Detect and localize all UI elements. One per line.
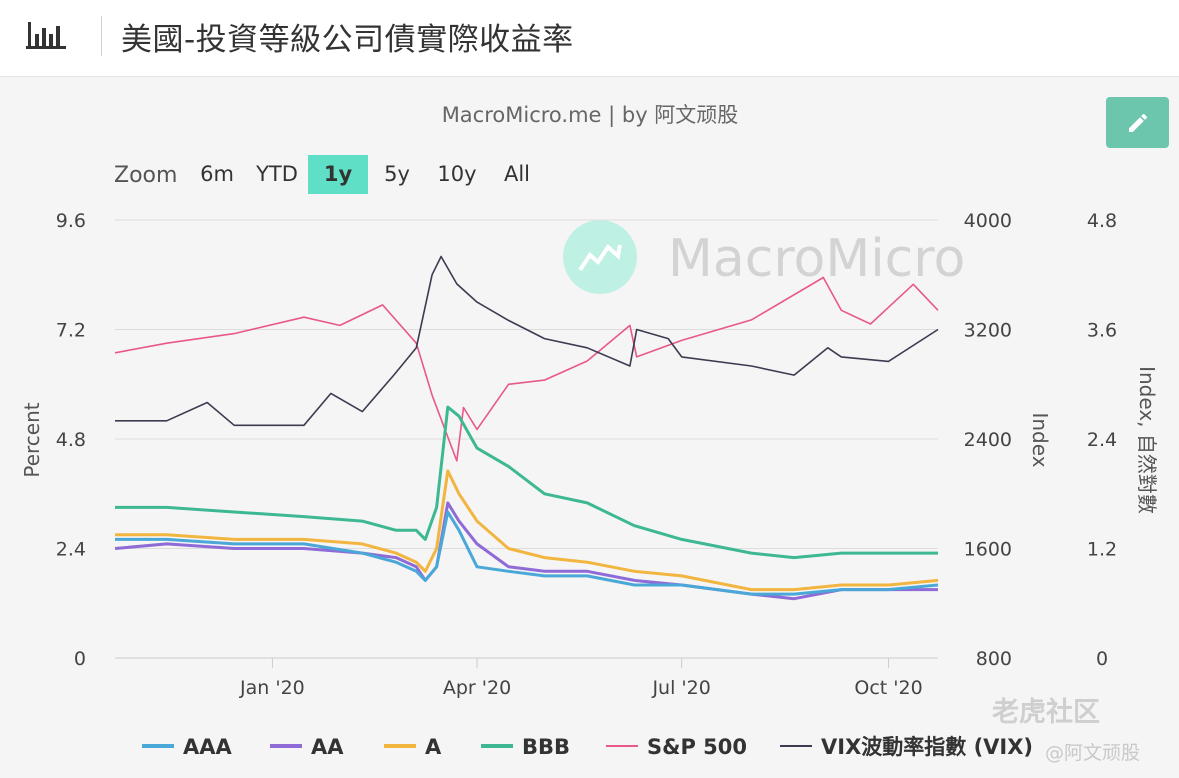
zoom-button-6m[interactable]: 6m (200, 162, 234, 186)
vix-tick-label: 1.2 (1087, 539, 1117, 561)
left-axis-label: Percent (20, 402, 44, 477)
zoom-button-10y[interactable]: 10y (437, 162, 476, 186)
page-header: 美國-投資等級公司債實際收益率 (0, 0, 1179, 77)
header-divider (101, 16, 102, 56)
legend-item-sp500[interactable]: S&P 500 (606, 735, 747, 759)
x-tick-label: Oct '20 (854, 677, 922, 699)
legend-item-aa[interactable]: AA (270, 735, 344, 759)
x-axis-ticks: Jan '20 Apr '20 Jul '20 Oct '20 (239, 658, 923, 699)
index-tick-label: 800 (976, 648, 1012, 670)
edit-button[interactable] (1106, 97, 1169, 148)
author-watermark: @阿文顽股 (1045, 742, 1141, 764)
vix-axis-label: Index, 自然對數 (1135, 366, 1159, 514)
left-tick-label: 9.6 (56, 210, 86, 232)
x-tick-label: Apr '20 (443, 677, 511, 699)
index-tick-label: 3200 (964, 320, 1012, 342)
pencil-icon (1129, 113, 1148, 132)
legend-label: AA (311, 735, 344, 759)
chart-legend: AAA AA A BBB S&P 500 VIX波動率指數 (VIX) (142, 735, 1033, 759)
left-tick-label: 2.4 (56, 539, 86, 561)
legend-label: S&P 500 (647, 735, 747, 759)
chart-series (114, 255, 939, 601)
zoom-button-ytd[interactable]: YTD (255, 162, 298, 186)
zoom-button-1y[interactable]: 1y (324, 162, 353, 186)
vix-axis-ticks: 0 1.2 2.4 3.6 4.8 (1087, 210, 1117, 670)
legend-item-vix[interactable]: VIX波動率指數 (VIX) (780, 735, 1033, 759)
zoom-active-highlight (308, 155, 368, 194)
legend-item-bbb[interactable]: BBB (481, 735, 570, 759)
legend-label: A (425, 735, 442, 759)
watermark-text: MacroMicro (668, 229, 965, 289)
legend-label: BBB (522, 735, 570, 759)
vix-tick-label: 4.8 (1087, 210, 1117, 232)
left-axis-ticks: 0 2.4 4.8 7.2 9.6 (56, 210, 86, 670)
index-tick-label: 1600 (964, 539, 1012, 561)
x-tick-label: Jan '20 (239, 677, 305, 699)
series-line-a (115, 469, 939, 592)
vix-tick-label: 3.6 (1087, 320, 1117, 342)
legend-item-aaa[interactable]: AAA (142, 735, 233, 759)
legend-label: VIX波動率指數 (VIX) (821, 735, 1033, 759)
vix-tick-label: 0 (1096, 648, 1108, 670)
chart-panel (0, 77, 1179, 778)
page-title: 美國-投資等級公司債實際收益率 (121, 22, 574, 58)
zoom-label: Zoom (114, 163, 177, 188)
series-line-aaa (115, 510, 939, 596)
chart-subtitle: MacroMicro.me | by 阿文顽股 (442, 103, 739, 128)
zoom-button-all[interactable]: All (504, 162, 530, 186)
zoom-controls: Zoom 6m YTD 1y 5y 10y All (114, 155, 530, 194)
left-tick-label: 0 (74, 648, 86, 670)
index-tick-label: 4000 (964, 210, 1012, 232)
left-tick-label: 4.8 (56, 429, 86, 451)
index-axis-label: Index (1028, 412, 1052, 467)
index-axis-ticks: 800 1600 2400 3200 4000 (964, 210, 1012, 670)
vix-tick-label: 2.4 (1087, 429, 1117, 451)
left-tick-label: 7.2 (56, 320, 86, 342)
bar-chart-icon (26, 22, 66, 54)
zoom-button-5y[interactable]: 5y (384, 162, 410, 186)
series-line-sp500 (114, 276, 939, 462)
index-tick-label: 2400 (964, 429, 1012, 451)
x-tick-label: Jul '20 (651, 677, 710, 699)
legend-item-a[interactable]: A (384, 735, 442, 759)
series-line-aa (114, 501, 938, 601)
watermark-trend-icon (578, 243, 622, 272)
legend-label: AAA (183, 735, 233, 759)
tiger-watermark: 老虎社区 (992, 697, 1100, 728)
watermark-logo: MacroMicro (563, 220, 965, 294)
series-line-vix (115, 255, 939, 427)
series-line-bbb (115, 405, 938, 560)
